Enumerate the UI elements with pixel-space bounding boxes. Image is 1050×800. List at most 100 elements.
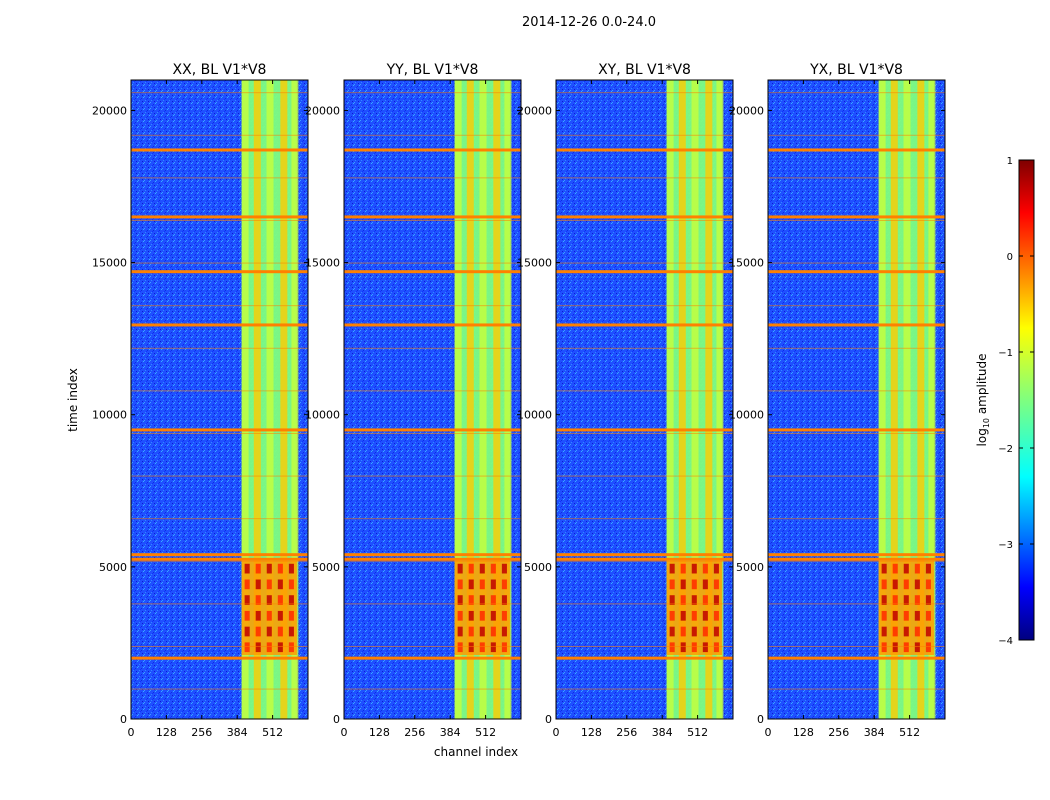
flag-line [344, 270, 521, 274]
faint-flag-line [344, 134, 521, 136]
x-tick-label: 384 [864, 726, 885, 739]
colorbar-tick-label: −4 [998, 636, 1013, 647]
heatmap-panel: XX, BL V1*V8 0 128 256 384 512 0 5000 10000 15000… [92, 62, 309, 739]
peak-cell [881, 563, 887, 574]
flag-line [556, 270, 733, 274]
peak-cell [669, 642, 675, 653]
peak-cell [892, 563, 898, 574]
peak-cell [255, 610, 261, 621]
peak-cell [288, 579, 294, 590]
colorbar-tick-label: 0 [1007, 252, 1013, 263]
faint-flag-line [131, 645, 308, 647]
heatmap-panel: YY, BL V1*V8 0 128 256 384 512 0 5000 10000 15000… [305, 62, 522, 739]
band-stripe [716, 80, 724, 719]
y-tick-label: 20000 [517, 104, 552, 117]
peak-cell [925, 595, 931, 605]
colorbar-tick-label: −1 [998, 348, 1013, 359]
flag-line [556, 553, 733, 557]
peak-cell [925, 579, 931, 590]
x-tick-label: 512 [262, 726, 283, 739]
peak-cell [892, 642, 898, 653]
flag-line [344, 656, 521, 660]
faint-flag-line [131, 92, 308, 94]
peak-cell [277, 610, 283, 621]
colorbar-tick-label: −3 [998, 540, 1013, 551]
flag-line [768, 656, 945, 660]
peak-cell [501, 610, 507, 621]
peak-cell [266, 579, 272, 590]
y-axis-label: time index [66, 368, 80, 432]
faint-flag-line [131, 603, 308, 605]
peak-cell [266, 642, 272, 653]
peak-cell [925, 610, 931, 621]
high-amplitude-region [241, 560, 297, 656]
peak-cell [881, 626, 887, 637]
flag-line [556, 557, 733, 561]
peak-cell [468, 563, 474, 574]
panel-title: XX, BL V1*V8 [173, 62, 267, 78]
peak-cell [713, 595, 719, 605]
peak-cell [288, 642, 294, 653]
x-tick-label: 256 [191, 726, 212, 739]
peak-cell [691, 626, 697, 637]
faint-flag-line [131, 518, 308, 520]
flag-line [131, 428, 308, 432]
peak-cell [288, 595, 294, 605]
band-stripe [903, 80, 911, 719]
peak-cell [669, 610, 675, 621]
flag-line [344, 323, 521, 327]
colorbar-label: log10 amplitude [975, 354, 991, 447]
peak-cell [669, 626, 675, 637]
band-stripe [280, 80, 288, 719]
peak-cell [691, 579, 697, 590]
peak-cell [691, 610, 697, 621]
y-tick-label: 0 [545, 713, 552, 726]
peak-cell [277, 595, 283, 605]
faint-flag-line [344, 560, 521, 562]
peak-cell [266, 595, 272, 605]
flag-line [344, 428, 521, 432]
peak-cell [490, 610, 496, 621]
peak-cell [457, 626, 463, 637]
peak-cell [691, 563, 697, 574]
y-tick-label: 0 [333, 713, 340, 726]
peak-cell [490, 642, 496, 653]
x-tick-label: 0 [341, 726, 348, 739]
band-stripe [705, 80, 713, 719]
flag-line [768, 148, 945, 152]
faint-flag-line [768, 560, 945, 562]
x-tick-label: 384 [227, 726, 248, 739]
faint-flag-line [556, 432, 733, 434]
peak-cell [892, 610, 898, 621]
heatmap-panel: YX, BL V1*V8 0 128 256 384 512 0 5000 10000 15000… [729, 62, 946, 739]
x-tick-label: 0 [765, 726, 772, 739]
faint-flag-line [556, 390, 733, 392]
faint-flag-line [556, 219, 733, 221]
peak-cell [479, 579, 485, 590]
peak-cell [457, 563, 463, 574]
panel-title: YY, BL V1*V8 [386, 62, 479, 78]
faint-flag-line [344, 688, 521, 690]
y-tick-label: 5000 [312, 561, 340, 574]
x-tick-label: 384 [652, 726, 673, 739]
peak-cell [702, 579, 708, 590]
peak-cell [702, 595, 708, 605]
colorbar-tick-label: −2 [998, 444, 1013, 455]
faint-flag-line [131, 390, 308, 392]
band-stripe [928, 80, 936, 719]
peak-cell [490, 579, 496, 590]
peak-cell [255, 626, 261, 637]
colorbar-gradient [1018, 159, 1035, 641]
peak-cell [457, 642, 463, 653]
flag-line [131, 656, 308, 660]
faint-flag-line [768, 219, 945, 221]
flag-line [768, 323, 945, 327]
band-stripe [241, 80, 249, 719]
band-stripe [479, 80, 487, 719]
faint-flag-line [131, 432, 308, 434]
peak-cell [881, 642, 887, 653]
peak-cell [669, 595, 675, 605]
peak-cell [244, 610, 250, 621]
flag-line [131, 148, 308, 152]
